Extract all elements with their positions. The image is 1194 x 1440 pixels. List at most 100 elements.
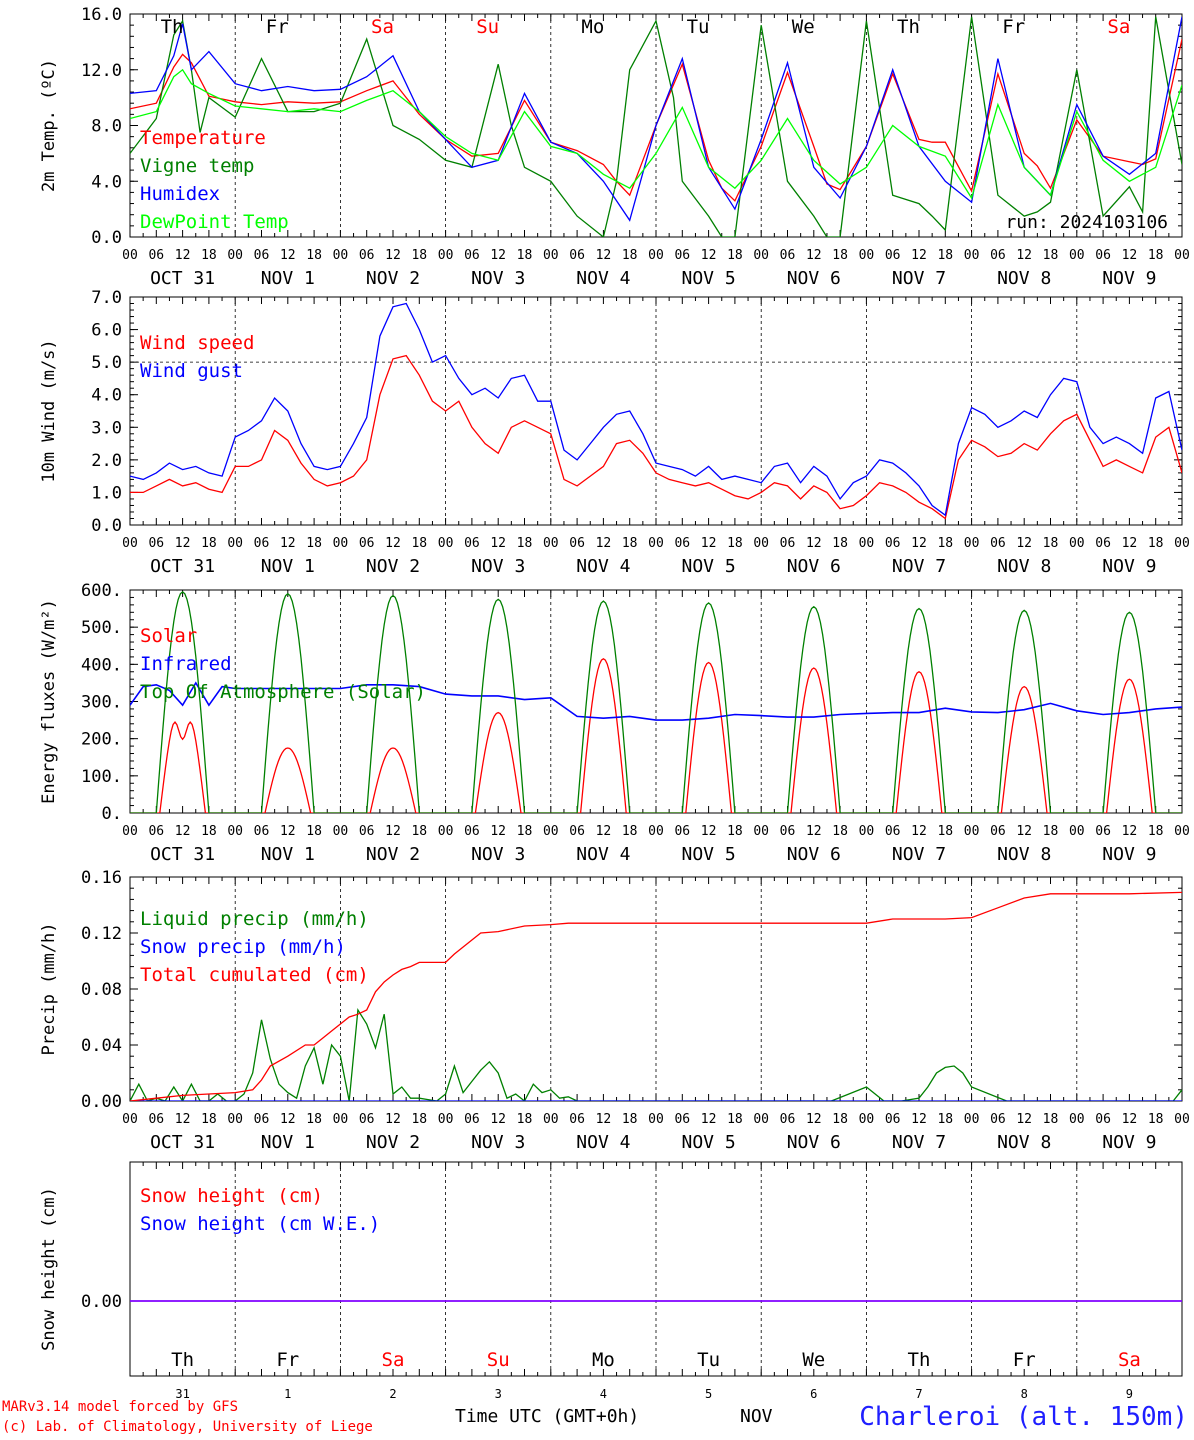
hour-tick-label: 18 (937, 248, 953, 263)
y-tick-label: 400. (81, 655, 122, 675)
hour-tick-label: 18 (201, 1112, 217, 1127)
hour-tick-label: 06 (990, 824, 1006, 839)
date-label: NOV 5 (682, 844, 736, 865)
hour-tick-label: 12 (280, 824, 296, 839)
hour-tick-label: 18 (1148, 1112, 1164, 1127)
y-tick-label: 0.16 (81, 868, 122, 888)
legend-entry: Infrared (140, 653, 232, 675)
hour-tick-label: 12 (806, 1112, 822, 1127)
hour-tick-label: 18 (622, 536, 638, 551)
date-label: NOV 9 (1102, 268, 1156, 289)
day-name-top: Su (476, 16, 499, 38)
hour-tick-label: 00 (859, 824, 875, 839)
legend-entry: Solar (140, 625, 197, 647)
hour-tick-label: 00 (964, 1112, 980, 1127)
panel-1 (129, 13, 1183, 238)
date-label: OCT 31 (150, 556, 215, 577)
legend-entry: Wind gust (140, 360, 243, 382)
hour-tick-label: 00 (1069, 824, 1085, 839)
y-tick-label: 600. (81, 581, 122, 601)
date-label: OCT 31 (150, 268, 215, 289)
hour-tick-label: 18 (622, 248, 638, 263)
hour-tick-label: 12 (701, 1112, 717, 1127)
hour-tick-label: 00 (122, 1112, 138, 1127)
legend-entry: Snow height (cm W.E.) (140, 1213, 380, 1235)
panel-5 (129, 1161, 1183, 1377)
day-name-top: Th (161, 16, 184, 38)
hour-tick-label: 18 (1148, 536, 1164, 551)
legend-entry: Snow height (cm) (140, 1185, 323, 1207)
legend-entry: Total cumulated (cm) (140, 964, 369, 986)
hour-tick-label: 12 (701, 248, 717, 263)
hour-tick-label: 06 (990, 1112, 1006, 1127)
hour-tick-label: 06 (464, 1112, 480, 1127)
date-label: NOV 1 (261, 268, 315, 289)
hour-tick-label: 06 (1095, 1112, 1111, 1127)
date-label: NOV 1 (261, 844, 315, 865)
hour-tick-label: 18 (306, 536, 322, 551)
hour-tick-label: 12 (806, 248, 822, 263)
y-tick-label: 8.0 (91, 117, 122, 137)
date-label: OCT 31 (150, 844, 215, 865)
hour-tick-label: 18 (832, 248, 848, 263)
day-name-bottom: We (802, 1349, 825, 1371)
y-tick-label: 200. (81, 730, 122, 750)
date-label: NOV 2 (366, 844, 420, 865)
date-label: NOV 2 (366, 556, 420, 577)
hour-tick-label: 18 (306, 1112, 322, 1127)
hour-tick-label: 12 (280, 536, 296, 551)
series-line-humidex (130, 16, 1182, 222)
model-credit: MARv3.14 model forced by GFS (2, 1399, 239, 1415)
hour-tick-label: 12 (1016, 536, 1032, 551)
hour-tick-label: 12 (175, 536, 191, 551)
y-tick-label: 0.0 (91, 516, 122, 536)
hour-tick-label: 00 (333, 248, 349, 263)
hour-tick-label: 00 (648, 536, 664, 551)
y-tick-label: 100. (81, 767, 122, 787)
hour-tick-label: 18 (306, 248, 322, 263)
run-label: run: 2024103106 (1005, 212, 1168, 233)
series-line-vigne-temp (130, 16, 1182, 237)
hour-tick-label: 12 (596, 248, 612, 263)
hour-tick-label: 00 (122, 248, 138, 263)
hour-tick-label: 06 (569, 1112, 585, 1127)
legend-entry: Temperature (140, 127, 266, 149)
date-label: NOV 3 (471, 268, 525, 289)
hour-tick-label: 12 (806, 536, 822, 551)
station-name: Charleroi (alt. 150m) (859, 1402, 1188, 1432)
date-label: NOV 6 (787, 844, 841, 865)
y-tick-label: 2.0 (91, 451, 122, 471)
day-name-bottom: Mo (592, 1349, 615, 1371)
date-label: NOV 4 (576, 1132, 630, 1153)
hour-tick-label: 06 (254, 536, 270, 551)
hour-tick-label: 00 (438, 536, 454, 551)
panel-2 (129, 296, 1183, 526)
day-number: 8 (1021, 1387, 1028, 1401)
y-tick-label: 6.0 (91, 321, 122, 341)
day-name-top: Tu (687, 16, 710, 38)
hour-tick-label: 06 (674, 824, 690, 839)
day-name-bottom: Fr (276, 1349, 299, 1371)
y-tick-label: 3.0 (91, 418, 122, 438)
y-tick-label: 0.00 (81, 1092, 122, 1112)
hour-tick-label: 12 (1122, 1112, 1138, 1127)
hour-tick-label: 12 (490, 536, 506, 551)
hour-tick-label: 00 (227, 248, 243, 263)
hour-tick-label: 00 (438, 248, 454, 263)
y-tick-label: 12.0 (81, 61, 122, 81)
date-label: NOV 8 (997, 844, 1051, 865)
day-number: 9 (1126, 1387, 1133, 1401)
hour-tick-label: 06 (1095, 824, 1111, 839)
hour-tick-label: 00 (1174, 248, 1190, 263)
hour-tick-label: 06 (254, 1112, 270, 1127)
y-tick-label: 0.0 (91, 228, 122, 248)
hour-tick-label: 06 (674, 1112, 690, 1127)
hour-tick-label: 00 (543, 824, 559, 839)
day-number: 3 (495, 1387, 502, 1401)
hour-tick-label: 18 (411, 824, 427, 839)
series-line-liquid-precip-mm-h- (130, 1008, 1182, 1101)
day-name-top: Sa (371, 16, 394, 38)
lab-credit: (c) Lab. of Climatology, University of L… (2, 1419, 373, 1435)
legend-entry: Snow precip (mm/h) (140, 936, 346, 958)
